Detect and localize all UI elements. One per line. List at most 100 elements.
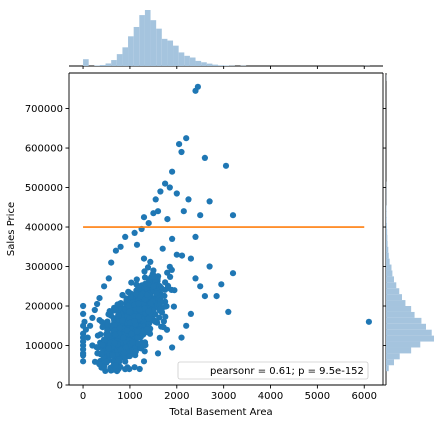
- scatter-point: [192, 275, 199, 282]
- x-hist-bar: [178, 52, 185, 66]
- scatter-point: [180, 208, 187, 215]
- scatter-point: [91, 306, 98, 314]
- scatter-point: [157, 188, 164, 195]
- scatter-point: [135, 313, 142, 320]
- x-hist-bar: [150, 20, 157, 67]
- y-tick-label: 0: [57, 381, 63, 392]
- scatter-point: [99, 324, 106, 331]
- y-tick-label: 500000: [25, 183, 63, 194]
- x-hist-bar: [195, 60, 202, 66]
- y-hist-bar: [386, 282, 397, 289]
- scatter-point: [129, 339, 136, 346]
- scatter-point: [164, 216, 171, 223]
- scatter-point: [194, 83, 201, 90]
- scatter-point: [185, 196, 192, 203]
- y-hist-bar: [386, 347, 412, 354]
- y-hist-bar: [386, 229, 388, 235]
- x-hist-bar: [173, 45, 179, 66]
- scatter-point: [166, 263, 173, 270]
- scatter-point: [140, 255, 148, 262]
- scatter-point: [133, 290, 140, 298]
- scatter-point: [80, 302, 87, 310]
- scatter-point: [171, 287, 178, 294]
- y-tick-label: 600000: [25, 144, 63, 155]
- x-hist-bar: [94, 65, 100, 66]
- y-hist-bar: [386, 288, 400, 295]
- scatter-point: [153, 290, 160, 297]
- x-marginal-histogram: [69, 10, 383, 69]
- scatter-point: [197, 212, 204, 219]
- scatter-point: [120, 349, 128, 357]
- x-hist-bar: [116, 54, 123, 66]
- scatter-point: [120, 334, 127, 341]
- scatter-point: [152, 196, 159, 203]
- y-hist-bar: [386, 234, 388, 241]
- scatter-point: [119, 292, 126, 299]
- x-hist-bar: [83, 59, 89, 66]
- scatter-point: [162, 180, 169, 187]
- scatter-point: [84, 334, 91, 341]
- scatter-point: [213, 293, 220, 300]
- scatter-point: [111, 339, 118, 347]
- scatter-point: [131, 318, 138, 325]
- scatter-point: [103, 358, 110, 365]
- y-hist-bar: [386, 258, 390, 265]
- y-hist-bar: [386, 365, 389, 372]
- y-tick-label: 700000: [25, 104, 63, 115]
- x-hist-bar: [201, 62, 207, 66]
- scatter-point: [126, 308, 133, 315]
- scatter-point: [169, 168, 176, 175]
- scatter-point: [187, 255, 194, 262]
- scatter-point: [150, 267, 157, 274]
- scatter-point: [178, 252, 186, 259]
- scatter-point: [150, 283, 157, 290]
- scatter-points: [80, 83, 372, 375]
- scatter-point: [101, 336, 108, 343]
- scatter-point: [89, 314, 96, 321]
- scatter-point: [160, 318, 167, 325]
- scatter-point: [166, 184, 173, 191]
- scatter-point: [142, 342, 149, 349]
- scatter-point: [122, 233, 129, 240]
- y-hist-bar: [386, 246, 389, 253]
- scatter-point: [141, 274, 149, 281]
- scatter-point: [167, 273, 174, 280]
- x-hist-bar: [212, 64, 219, 66]
- scatter-point: [89, 342, 96, 349]
- scatter-point: [112, 331, 119, 338]
- scatter-point: [140, 214, 148, 221]
- scatter-point: [169, 344, 176, 351]
- scatter-point: [150, 210, 157, 217]
- scatter-point: [218, 281, 225, 288]
- x-hist-bar: [133, 26, 140, 66]
- scatter-point: [151, 273, 158, 280]
- y-hist-bar: [386, 240, 388, 247]
- scatter-point: [176, 141, 183, 148]
- scatter-point: [133, 276, 140, 283]
- x-hist-bar: [223, 65, 230, 66]
- scatter-point: [109, 352, 116, 359]
- scatter-point: [104, 327, 111, 334]
- scatter-point: [157, 305, 164, 313]
- scatter-point: [96, 295, 103, 302]
- scatter-point: [162, 279, 169, 286]
- scatter-point: [144, 264, 152, 271]
- y-axis-label: Sales Price: [6, 202, 17, 256]
- y-hist-bar: [386, 294, 402, 301]
- scatter-point: [152, 318, 159, 325]
- x-hist-bar: [139, 15, 145, 67]
- y-hist-bar: [386, 300, 406, 307]
- scatter-point: [365, 318, 372, 325]
- scatter-point: [115, 312, 122, 319]
- x-hist-bar: [144, 10, 151, 66]
- y-marginal-histogram: [383, 73, 434, 386]
- scatter-point: [159, 245, 166, 252]
- scatter-point: [134, 340, 142, 347]
- y-hist-bar: [386, 359, 394, 366]
- legend-text: pearsonr = 0.61; p = 9.5e-152: [210, 366, 364, 377]
- scatter-point: [141, 280, 149, 288]
- scatter-point: [80, 358, 87, 365]
- scatter-point: [134, 328, 141, 335]
- scatter-point: [197, 283, 204, 290]
